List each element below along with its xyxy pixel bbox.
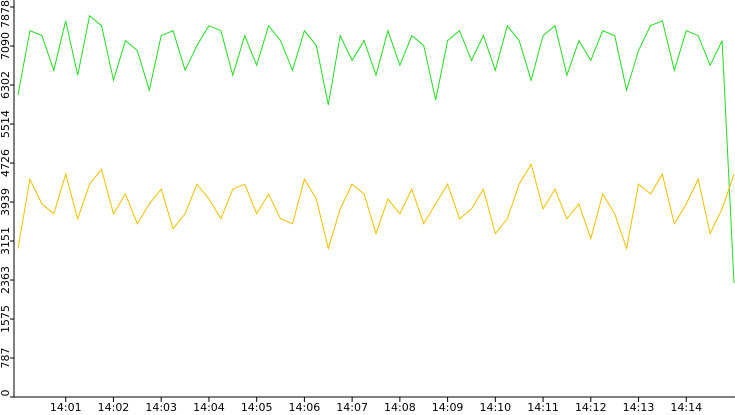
x-tick-label: 14:10 (479, 401, 511, 414)
y-tick-label: 3939 (0, 188, 12, 216)
y-tick-label: 7090 (0, 32, 12, 60)
y-tick-label: 5514 (0, 110, 12, 138)
series-line (17, 163, 735, 251)
x-tick-label: 14:12 (575, 401, 607, 414)
x-tick-label: 14:04 (193, 401, 225, 414)
x-tick-label: 14:09 (432, 401, 464, 414)
y-tick-label: 6302 (0, 71, 12, 99)
y-tick-label: 4726 (0, 149, 12, 177)
y-tick-label: 787 (0, 348, 12, 369)
x-tick-label: 14:03 (145, 401, 177, 414)
x-tick-label: 14:05 (241, 401, 273, 414)
y-tick-label: 2363 (0, 266, 12, 294)
x-tick-label: 14:08 (384, 401, 416, 414)
y-tick-label: 1575 (0, 305, 12, 333)
x-tick-label: 14:13 (623, 401, 655, 414)
x-tick-label: 14:07 (336, 401, 368, 414)
y-tick-label: 7878 (0, 0, 12, 28)
x-tick-label: 14:06 (289, 401, 321, 414)
series-line (17, 14, 735, 284)
y-tick-label: 0 (0, 390, 12, 397)
y-tick-label: 3151 (0, 227, 12, 255)
x-tick-label: 14:11 (527, 401, 559, 414)
x-tick-label: 14:01 (50, 401, 82, 414)
x-tick-label: 14:14 (670, 401, 702, 414)
x-tick-label: 14:02 (98, 401, 130, 414)
